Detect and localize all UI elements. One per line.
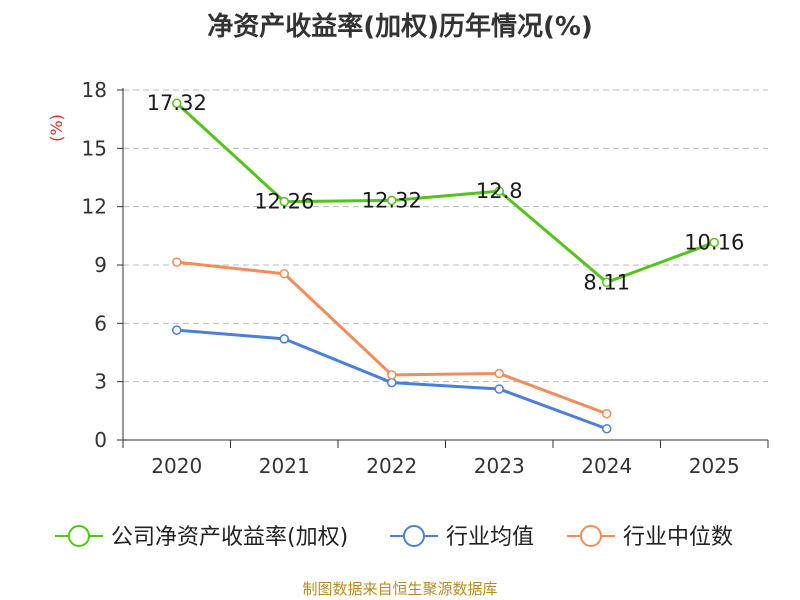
x-tick-label: 2020 <box>151 454 202 478</box>
data-point-3 <box>387 370 397 380</box>
data-label: 8.11 <box>583 270 630 294</box>
data-point-1 <box>172 98 182 108</box>
data-point-1 <box>279 196 289 207</box>
data-point-2 <box>172 325 182 335</box>
data-point-1 <box>387 195 397 206</box>
x-tick-label: 2021 <box>259 454 310 478</box>
data-label: 12.32 <box>362 188 422 212</box>
data-point-2 <box>279 334 289 344</box>
legend-marker <box>68 525 90 547</box>
legend-marker <box>403 525 425 547</box>
data-point-3 <box>172 257 182 267</box>
y-tick-label: 6 <box>94 311 107 335</box>
x-tick-label: 2024 <box>581 454 632 478</box>
x-tick-label: 2022 <box>366 454 417 478</box>
y-tick-label: 9 <box>94 253 107 277</box>
y-axis-label: (%) <box>47 114 66 142</box>
data-point-3 <box>279 269 289 279</box>
y-tick-label: 15 <box>82 136 107 160</box>
legend-label: 公司净资产收益率(加权) <box>111 525 348 550</box>
legend-label: 行业中位数 <box>623 525 733 550</box>
x-tick-label: 2025 <box>689 454 740 478</box>
data-point-3 <box>602 409 612 419</box>
data-source-note: 制图数据来自恒生聚源数据库 <box>302 580 498 598</box>
series-line-3 <box>176 260 608 416</box>
y-tick-label: 3 <box>94 370 107 394</box>
y-tick-label: 12 <box>82 195 107 219</box>
data-point-3 <box>494 368 504 379</box>
y-tick-label: 18 <box>82 78 107 102</box>
data-label: 10.16 <box>684 230 744 254</box>
data-point-2 <box>494 384 504 394</box>
data-point-2 <box>387 377 397 388</box>
chart-title: 净资产收益率(加权)历年情况(%) <box>207 12 593 42</box>
legend-marker <box>580 525 602 547</box>
data-label: 12.8 <box>476 179 523 203</box>
data-label: 12.26 <box>254 190 314 214</box>
x-tick-label: 2023 <box>474 454 525 478</box>
data-label: 17.32 <box>147 91 207 115</box>
data-point-1 <box>494 186 504 196</box>
data-point-1 <box>602 277 612 288</box>
series-line-1 <box>175 102 715 284</box>
data-point-1 <box>709 237 719 248</box>
y-tick-label: 0 <box>94 428 107 452</box>
data-point-2 <box>602 423 612 434</box>
legend-label: 行业均值 <box>446 525 534 550</box>
